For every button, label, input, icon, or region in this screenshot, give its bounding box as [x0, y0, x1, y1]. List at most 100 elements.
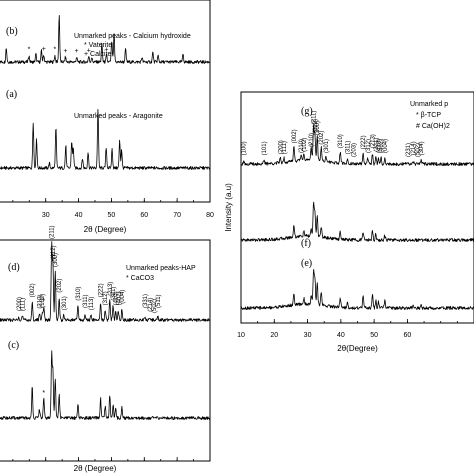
phase-marker: +	[104, 47, 108, 54]
legend-entry: * CaCO3	[126, 275, 154, 282]
miller-index-label: (200)	[17, 297, 23, 311]
miller-index-label: (004)	[120, 290, 126, 304]
miller-index-label: (111)	[282, 141, 288, 154]
series-label: (b)	[6, 26, 18, 37]
x-tick-label: 40	[337, 332, 345, 339]
miller-index-label: (502)	[415, 143, 421, 157]
phase-marker: +	[87, 47, 91, 54]
x-tick-label: 50	[108, 212, 116, 219]
x-tick-label: 20	[270, 332, 278, 339]
miller-index-label: (210)	[309, 133, 315, 147]
plot-frame	[0, 0, 211, 203]
miller-index-label: (101)	[262, 141, 268, 155]
bottom-left-xrd-plot: 2θ (Degree) (d) * Unmarked peaks-HAP * CaCO3…	[0, 225, 211, 473]
miller-index-label: (102)	[302, 138, 308, 152]
miller-index-label: (321)	[111, 287, 117, 301]
miller-index-label: (410)	[114, 291, 120, 305]
miller-index-label: (112)	[313, 119, 319, 133]
miller-index-label: (203)	[352, 143, 358, 157]
miller-index-label: (210)	[299, 139, 305, 153]
miller-index-label: (502)	[152, 299, 158, 313]
phase-marker: +	[42, 46, 46, 53]
miller-index-label: (002)	[30, 283, 36, 297]
phase-marker: +	[75, 48, 79, 55]
legend-entry: Unmarked p	[410, 101, 448, 108]
miller-index-label: (111)	[20, 298, 26, 311]
miller-index-label: (002)	[292, 129, 298, 143]
miller-index-label: (200)	[278, 140, 284, 154]
miller-index-label: (211)	[50, 225, 56, 239]
miller-index-label: (112)	[51, 245, 57, 259]
top-left-xrd-plot: 30 40 50 60 70 80 2θ (Degree) (b) * + * + + + + Unmarke…	[0, 0, 214, 234]
series-label: (e)	[301, 258, 312, 269]
legend-entry: * Vaterite	[84, 42, 112, 49]
phase-marker: +	[63, 48, 67, 55]
miller-index-label: (004)	[383, 139, 389, 153]
legend-entry: * β-TCP	[416, 112, 441, 119]
miller-index-label: (301)	[324, 139, 330, 153]
miller-index-label: (310)	[76, 287, 82, 301]
phase-marker: *	[310, 143, 313, 150]
miller-index-label: (213)	[370, 134, 376, 148]
series-label: (c)	[8, 340, 19, 351]
y-axis-label: Intensity (a.u)	[224, 183, 233, 232]
miller-index-label: (311)	[346, 141, 352, 155]
legend-entry: Unmarked peaks - Calcium hydroxide	[74, 33, 191, 40]
series-label: (d)	[8, 262, 20, 273]
x-tick-label: 40	[75, 212, 83, 219]
miller-index-label: (331)	[143, 294, 149, 308]
miller-index-label: (310)	[338, 134, 344, 148]
miller-index-label: (222)	[361, 135, 367, 149]
xrd-trace	[240, 201, 474, 242]
right-xrd-plot: 10 20 30 40 50 60 2θ(Degree) Intensity (a.u) (g)…	[224, 91, 474, 353]
legend-entry: # Ca(OH)2	[416, 123, 450, 130]
miller-index-label: (300)	[315, 121, 321, 135]
miller-index-label: (202)	[319, 131, 325, 145]
miller-index-label: (311)	[83, 294, 89, 308]
miller-index-label: (210)	[37, 295, 43, 309]
x-tick-label: 30	[304, 332, 312, 339]
phase-marker: *	[42, 298, 45, 305]
xrd-trace	[0, 350, 211, 420]
xrd-trace	[0, 109, 211, 170]
miller-index-label: (410)	[376, 139, 382, 153]
miller-index-label: (213)	[108, 282, 114, 296]
miller-index-label: (222)	[99, 283, 105, 297]
x-tick-label: 10	[237, 332, 245, 339]
miller-index-label: (214)	[148, 298, 154, 312]
miller-index-label: (214)	[411, 141, 417, 155]
miller-index-label: (113)	[89, 297, 95, 311]
x-axis-label: 2θ(Degree)	[337, 344, 378, 353]
miller-index-label: (202)	[57, 279, 63, 293]
x-tick-label: 70	[173, 212, 181, 219]
miller-index-label: (211)	[312, 111, 318, 125]
miller-index-label: (300)	[53, 253, 59, 267]
xrd-trace	[240, 123, 474, 166]
xrd-trace	[240, 269, 474, 310]
series-label: (a)	[6, 89, 17, 100]
phase-marker: *	[42, 390, 45, 397]
miller-index-label: (102)	[40, 294, 46, 308]
plot-frame	[0, 239, 211, 462]
legend-entry: Unmarked peaks - Aragonite	[74, 113, 163, 120]
miller-index-label: (321)	[374, 138, 380, 152]
x-axis-label: 2θ (Degree)	[84, 225, 127, 234]
series-label: (g)	[301, 106, 313, 117]
x-tick-label: 60	[404, 332, 412, 339]
miller-index-label: (511)	[156, 294, 162, 308]
miller-index-label: (402)	[116, 291, 122, 305]
x-tick-label: 60	[140, 212, 148, 219]
miller-index-label: (402)	[379, 139, 385, 153]
xrd-trace	[0, 241, 211, 322]
x-tick-label: 30	[42, 212, 50, 219]
miller-index-label: (231)	[406, 143, 412, 157]
phase-marker: *	[54, 47, 57, 54]
x-tick-label: 80	[206, 212, 214, 219]
miller-index-label: (304)	[419, 141, 425, 155]
xrd-trace	[0, 15, 211, 64]
phase-marker: *	[28, 47, 31, 54]
miller-index-label: (312)	[103, 291, 109, 305]
miller-index-label: (301)	[62, 296, 68, 310]
miller-index-label: (100)	[242, 141, 248, 155]
